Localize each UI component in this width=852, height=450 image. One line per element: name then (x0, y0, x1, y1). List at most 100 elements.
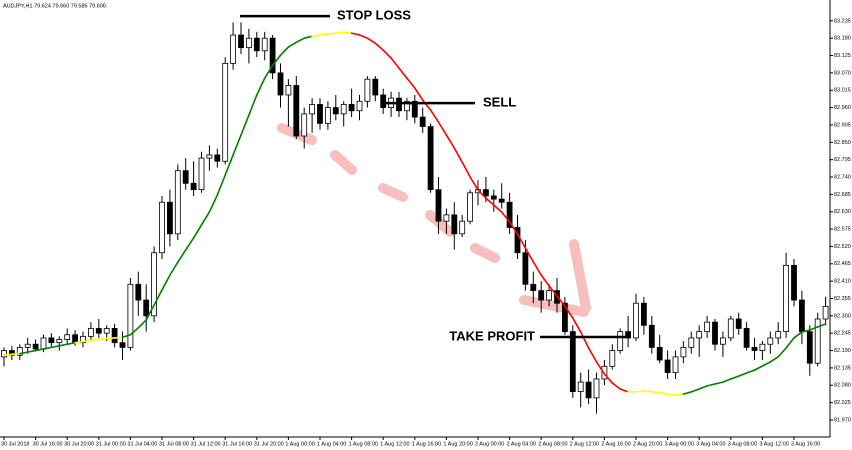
y-tick-label: 82.300 (834, 313, 851, 319)
candle-body (261, 37, 268, 52)
candle-body (198, 157, 205, 191)
ma-segment (571, 317, 582, 333)
candle-body (577, 381, 584, 392)
ma-segment (169, 261, 179, 276)
x-tick-label: 1 Aug 04:00 (317, 441, 346, 447)
ma-segment (714, 381, 724, 385)
y-tick-label: 82.465 (834, 261, 851, 267)
candle-body (522, 252, 529, 285)
y-tick-label: 83.070 (834, 70, 851, 76)
ma-segment (793, 331, 803, 339)
candle-body (332, 107, 339, 115)
ma-segment (50, 345, 61, 349)
ma-segment (42, 346, 53, 350)
ma-segment (445, 134, 456, 149)
y-tick-label: 83.015 (834, 88, 851, 94)
candle-body (64, 334, 71, 340)
ma-segment (177, 249, 187, 264)
ma-segment (271, 54, 282, 67)
ma-segment (769, 356, 780, 363)
ma-segment (737, 372, 748, 377)
x-tick-label: 2 Aug 16:00 (601, 441, 630, 447)
candle-body (641, 302, 647, 326)
candle-body (151, 252, 158, 317)
symbol-info: AUDJPY,H1 79.624 79.660 79.586 79.606 (3, 3, 106, 9)
candle-body (727, 318, 734, 339)
candle-body (324, 107, 331, 124)
ma-segment (311, 34, 321, 38)
y-tick-label: 82.520 (834, 244, 851, 250)
ma-segment (113, 336, 124, 339)
candle-body (166, 201, 173, 235)
candle-body (672, 356, 679, 374)
arrow-head (519, 295, 589, 317)
candle-body (253, 37, 260, 52)
x-tick-label: 3 Aug 00:00 (665, 441, 694, 447)
ma-segment (698, 385, 708, 390)
x-tick-label: 3 Aug 16:00 (791, 441, 820, 447)
annotation-text: STOP LOSS (337, 8, 411, 23)
ma-segment (145, 304, 155, 321)
candle-body (585, 381, 592, 399)
ma-segment (398, 67, 408, 80)
ma-segment (761, 361, 772, 367)
x-tick-label: 3 Aug 08:00 (728, 441, 757, 447)
y-tick-label: 82.630 (834, 209, 851, 215)
ma-segment (461, 161, 471, 178)
ma-segment (121, 333, 132, 339)
ma-segment (74, 340, 84, 344)
candle-body (712, 321, 718, 345)
ma-segment (366, 37, 377, 45)
candle-body (56, 339, 63, 344)
y-tick-label: 82.960 (834, 105, 851, 111)
y-tick-label: 82.850 (834, 140, 851, 146)
ma-segment (500, 211, 511, 223)
ma-segment (153, 289, 163, 306)
y-tick-label: 83.125 (834, 53, 851, 59)
candle-body (159, 201, 165, 254)
candle-body (617, 331, 624, 351)
candle-body (435, 189, 442, 222)
candle-body (396, 97, 402, 112)
ma-segment (690, 388, 701, 393)
ma-segment (524, 247, 535, 263)
candle-body (562, 302, 568, 333)
x-tick-label: 31 Jul 04:00 (127, 441, 157, 447)
ma-segment (777, 347, 787, 358)
x-tick-label: 31 Jul 20:00 (254, 441, 284, 447)
candle-body (309, 104, 316, 115)
ma-segment (374, 42, 385, 51)
x-tick-label: 30 Jul 20:00 (64, 441, 94, 447)
candle-body (799, 299, 805, 333)
x-tick-label: 2 Aug 12:00 (570, 441, 599, 447)
candle-body (451, 214, 458, 235)
candle-body (633, 302, 639, 339)
y-tick-label: 82.905 (834, 122, 851, 128)
y-tick-label: 82.575 (834, 227, 851, 233)
ma-segment (816, 323, 827, 328)
x-tick-label: 30 Jul 16:00 (33, 441, 63, 447)
arrow-dash (330, 150, 357, 175)
candle-body (680, 346, 687, 358)
ma-segment (18, 351, 29, 355)
ma-segment (216, 174, 226, 196)
ma-segment (595, 361, 606, 375)
y-tick-label: 82.685 (834, 192, 851, 198)
candle-body (482, 189, 489, 197)
candle-body (1, 350, 7, 358)
ma-segment (34, 348, 45, 352)
candle-body (190, 182, 197, 191)
candle-body (8, 350, 15, 356)
candle-body (806, 331, 813, 364)
ma-segment (82, 339, 92, 343)
candle-body (206, 154, 213, 159)
x-tick-label: 31 Jul 16:00 (222, 441, 252, 447)
ma-segment (26, 349, 37, 353)
x-tick-label: 3 Aug 12:00 (759, 441, 788, 447)
x-tick-label: 2 Aug 20:00 (633, 441, 662, 447)
arrow-dash (470, 243, 500, 263)
candle-body (230, 34, 237, 64)
x-tick-label: 30 Jul 2018 (1, 441, 29, 447)
